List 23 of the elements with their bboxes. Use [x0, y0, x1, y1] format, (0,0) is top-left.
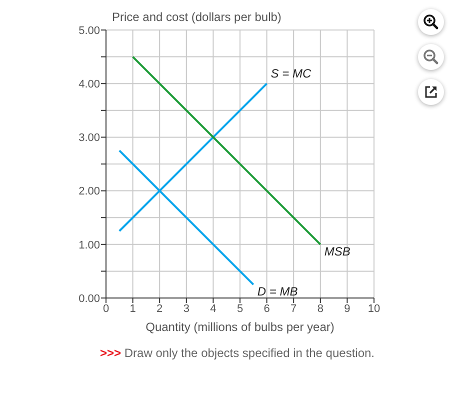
x-tick-label: 1 — [130, 302, 136, 315]
x-tick-label: 5 — [236, 302, 244, 315]
y-axis-title: Price and cost (dollars per bulb) — [112, 10, 282, 24]
x-tick-label: 7 — [290, 302, 297, 315]
x-tick-label: 4 — [210, 302, 216, 315]
y-tick-label: 3.00 — [78, 132, 100, 144]
series-label: D = MB — [257, 284, 298, 299]
y-tick-label: 2.00 — [78, 186, 100, 198]
x-tick-label: 6 — [264, 302, 270, 315]
y-tick-label: 5.00 — [78, 24, 100, 37]
x-tick-label: 9 — [344, 302, 350, 315]
y-tick-label: 1.00 — [78, 239, 100, 252]
x-axis-title: Quantity (millions of bulbs per year) — [146, 320, 334, 334]
x-tick-label: 10 — [368, 302, 380, 315]
x-tick-label: 3 — [183, 302, 190, 315]
x-tick-label: 8 — [317, 302, 324, 315]
y-tick-label: 4.00 — [78, 78, 100, 91]
text: >>> Draw only the objects specified in the question. — [100, 346, 375, 360]
series-label: MSB — [324, 244, 350, 258]
series-label: S = MC — [270, 66, 312, 81]
x-tick-label: 0 — [102, 302, 110, 315]
x-tick-label: 2 — [156, 302, 163, 315]
y-tick-label: 0.00 — [78, 292, 100, 305]
